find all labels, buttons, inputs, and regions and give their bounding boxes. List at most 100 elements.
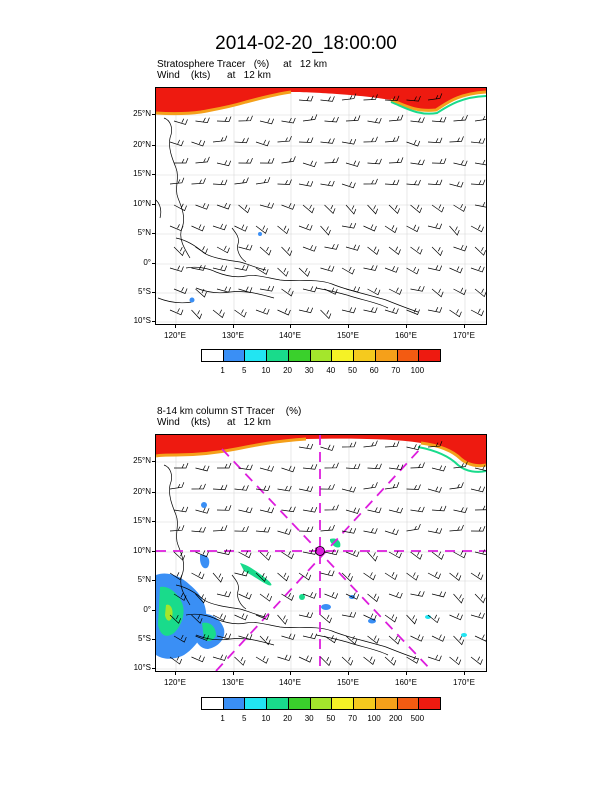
wind-barb [320,180,335,187]
wind-barb [191,139,206,147]
wind-barb [341,572,353,582]
colorbar-swatch [375,350,398,361]
wind-barb [302,160,317,168]
wind-barb [259,285,275,292]
wind-barb [406,484,421,490]
wind-barb [427,137,443,144]
wind-barb [216,160,232,167]
wind-barb [259,118,275,125]
colorbar-swatch [419,698,441,709]
colorbar-label: 500 [410,714,425,723]
wind-barb [470,572,484,581]
wind-barb [238,244,253,251]
stratosphere-tracer-edge-outer [390,95,486,115]
wind-barb [324,462,339,469]
wind-barb [406,614,418,625]
wind-barb [470,308,484,317]
wind-barb [431,634,446,642]
wind-barb [449,266,463,274]
wind-barb [255,139,270,147]
wind-barb [470,138,486,144]
wind-barb [298,267,311,277]
wind-barb [388,464,404,470]
lon-tick-label: 140°E [279,678,301,687]
wind-barb [277,179,292,185]
wind-barb [384,307,399,315]
lon-tick-mark [464,671,465,675]
wind-barb [169,224,184,232]
lat-tick-label: 15°N [133,169,151,178]
colorbar-swatch [397,698,420,709]
wind-barb [281,551,294,560]
wind-barb [406,266,420,275]
colorbar-label: 10 [261,366,271,375]
wind-barb [255,307,270,315]
bottom-map-plot [156,435,486,671]
colorbar-label: 70 [348,714,357,723]
wind-barb [234,177,249,185]
wind-barb [431,116,447,123]
wind-barb [345,115,361,122]
lat-tick-mark [152,492,156,493]
top-map-panel [155,87,487,325]
wind-barb [320,570,335,577]
stratosphere-tracer-edge [156,90,486,116]
wind-barb [259,246,272,256]
wind-barb [410,285,425,292]
lon-tick-mark [233,671,234,675]
wind-barb [320,225,331,236]
wind-barb [449,225,460,236]
colorbar-label: 1 [220,366,225,375]
wind-barb [410,551,423,560]
lat-tick-mark [152,174,156,175]
wind-barb [453,114,468,122]
wind-barb [173,203,187,212]
wind-barb [191,614,203,624]
lon-tick-label: 170°E [453,678,475,687]
wind-barb [302,464,318,470]
wind-barb [234,264,249,271]
lat-tick-label: 5°S [138,287,151,296]
colorbar-swatch [223,698,246,709]
stratosphere-tracer-band [156,88,486,114]
bottom-panel-subtitle-tracer: 8-14 km column ST Tracer (%) [157,406,302,417]
wind-barb [427,654,442,662]
coastlines [163,464,419,660]
lat-tick-label: 10°N [133,199,151,208]
lon-tick-mark [406,671,407,675]
wind-barb [173,551,186,561]
lat-tick-label: 5°N [137,575,151,584]
wind-barb [259,465,274,472]
wind-barb [363,94,378,101]
wind-barb [388,635,401,645]
wind-barb [449,656,462,666]
wind-barb [406,655,420,664]
wind-barb [191,178,206,185]
wind-barb [298,572,312,581]
wind-barb [345,550,360,558]
wind-barb [449,482,464,490]
column-tracer-band [156,435,486,466]
wind-barb [169,139,184,147]
wind-barb [320,614,332,624]
wind-barb [341,656,354,666]
wind-barb [341,486,356,493]
wind-barb [474,505,486,511]
wind-barb [191,483,206,490]
wind-barb [238,507,253,514]
wind-barb [255,177,271,185]
wind-barb [453,507,468,514]
wind-barb [345,244,360,251]
colorbar-swatch [202,350,224,361]
wind-barb [191,526,206,533]
wind-barb [363,440,378,448]
wind-barb [324,287,338,295]
wind-barb [238,464,253,471]
wind-barb [453,550,467,559]
wind-barb [217,462,232,469]
wind-barb [406,179,421,186]
wind-barb [169,308,184,316]
wind-barb [212,613,227,621]
lat-tick-mark [152,580,156,581]
wind-barb [367,287,381,296]
